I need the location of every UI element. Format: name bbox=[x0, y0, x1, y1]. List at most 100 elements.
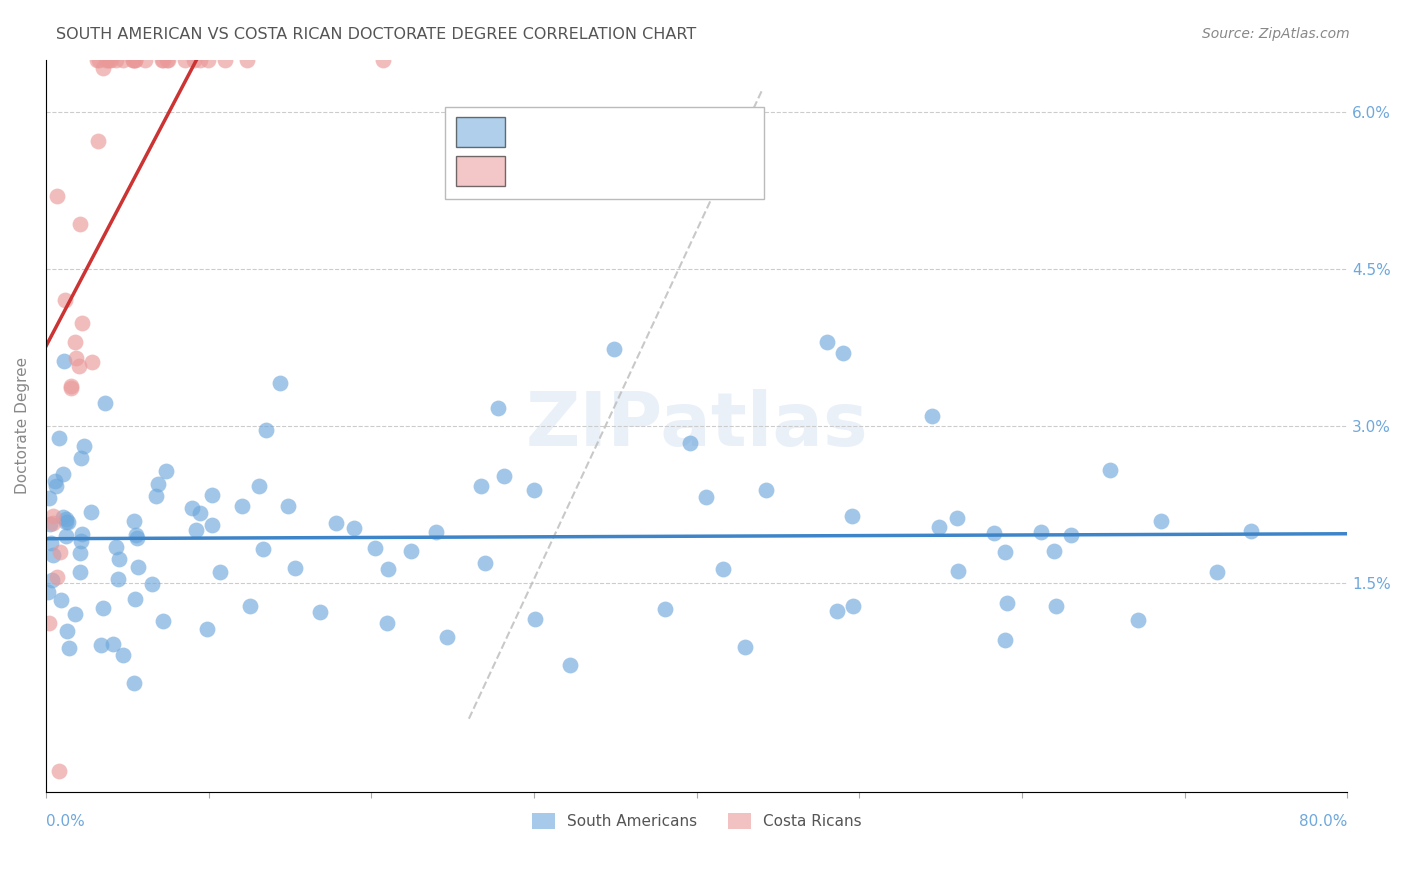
Point bbox=[127, 560, 149, 574]
Point bbox=[107, 572, 129, 586]
Text: 80.0%: 80.0% bbox=[1299, 814, 1347, 829]
Text: ZIPatlas: ZIPatlas bbox=[526, 389, 868, 462]
Point bbox=[695, 490, 717, 504]
Point bbox=[184, 523, 207, 537]
Point bbox=[474, 556, 496, 570]
Point bbox=[97, 53, 120, 67]
Point bbox=[63, 607, 86, 621]
Point bbox=[39, 517, 62, 532]
Point bbox=[524, 611, 547, 625]
Point bbox=[69, 565, 91, 579]
Point bbox=[277, 499, 299, 513]
Point bbox=[254, 423, 277, 437]
Point bbox=[122, 53, 145, 67]
FancyBboxPatch shape bbox=[456, 117, 505, 147]
Point bbox=[101, 637, 124, 651]
Point bbox=[284, 560, 307, 574]
Point bbox=[152, 614, 174, 628]
Point bbox=[841, 508, 863, 523]
Point bbox=[231, 499, 253, 513]
Point bbox=[842, 599, 865, 614]
Point bbox=[73, 439, 96, 453]
Point bbox=[994, 545, 1017, 559]
Point bbox=[38, 491, 60, 505]
Text: 0.0%: 0.0% bbox=[46, 814, 84, 829]
Point bbox=[654, 601, 676, 615]
Point bbox=[69, 218, 91, 232]
Point bbox=[325, 516, 347, 530]
Text: 0.456: 0.456 bbox=[567, 155, 614, 170]
Point bbox=[148, 477, 170, 491]
Point bbox=[80, 355, 103, 369]
Point bbox=[48, 431, 70, 445]
Point bbox=[72, 527, 94, 541]
Point bbox=[1099, 463, 1122, 477]
Point bbox=[436, 630, 458, 644]
Point bbox=[46, 569, 69, 583]
Point bbox=[86, 53, 108, 67]
Point bbox=[122, 53, 145, 67]
Point bbox=[51, 510, 73, 524]
Point bbox=[65, 351, 87, 366]
Point bbox=[180, 501, 202, 516]
Point bbox=[269, 376, 291, 391]
Point bbox=[90, 638, 112, 652]
Point bbox=[195, 622, 218, 636]
Point bbox=[70, 316, 93, 330]
Point bbox=[1240, 524, 1263, 538]
Point bbox=[156, 53, 179, 67]
Point bbox=[236, 53, 259, 67]
Point bbox=[815, 334, 838, 349]
Point bbox=[134, 53, 156, 67]
Point bbox=[156, 53, 179, 67]
Point bbox=[994, 633, 1017, 648]
Point bbox=[46, 188, 69, 202]
Point bbox=[425, 525, 447, 540]
Point bbox=[174, 53, 197, 67]
Point bbox=[94, 396, 117, 410]
Text: 42: 42 bbox=[688, 155, 709, 170]
Point bbox=[70, 533, 93, 548]
Point bbox=[127, 531, 149, 545]
Point bbox=[558, 658, 581, 673]
Point bbox=[470, 479, 492, 493]
Point bbox=[678, 435, 700, 450]
Point bbox=[55, 529, 77, 543]
Point bbox=[928, 520, 950, 534]
Text: N =: N = bbox=[644, 116, 679, 131]
Point bbox=[1150, 514, 1173, 528]
Point bbox=[107, 552, 129, 566]
Point bbox=[399, 544, 422, 558]
Point bbox=[69, 546, 91, 560]
Point bbox=[91, 601, 114, 615]
Point bbox=[946, 564, 969, 578]
Point bbox=[247, 479, 270, 493]
FancyBboxPatch shape bbox=[446, 107, 765, 199]
Point bbox=[711, 562, 734, 576]
Point bbox=[94, 53, 117, 67]
Point bbox=[60, 379, 83, 393]
Point bbox=[111, 53, 134, 67]
Point bbox=[755, 483, 778, 497]
Point bbox=[373, 53, 395, 67]
Point bbox=[197, 53, 219, 67]
Point bbox=[494, 469, 516, 483]
Point bbox=[364, 541, 387, 555]
Text: SOUTH AMERICAN VS COSTA RICAN DOCTORATE DEGREE CORRELATION CHART: SOUTH AMERICAN VS COSTA RICAN DOCTORATE … bbox=[56, 27, 696, 42]
Point bbox=[825, 604, 848, 618]
Point bbox=[308, 605, 330, 619]
Point bbox=[209, 565, 232, 579]
Point bbox=[87, 135, 110, 149]
Point bbox=[239, 599, 262, 614]
Point bbox=[183, 53, 205, 67]
Point bbox=[734, 640, 756, 654]
Point bbox=[946, 511, 969, 525]
Point bbox=[486, 401, 509, 415]
Point bbox=[201, 517, 224, 532]
Point bbox=[39, 536, 62, 550]
Point bbox=[42, 508, 65, 523]
Point bbox=[1029, 524, 1052, 539]
Point bbox=[522, 483, 544, 497]
Point bbox=[55, 515, 77, 529]
Point bbox=[45, 479, 67, 493]
